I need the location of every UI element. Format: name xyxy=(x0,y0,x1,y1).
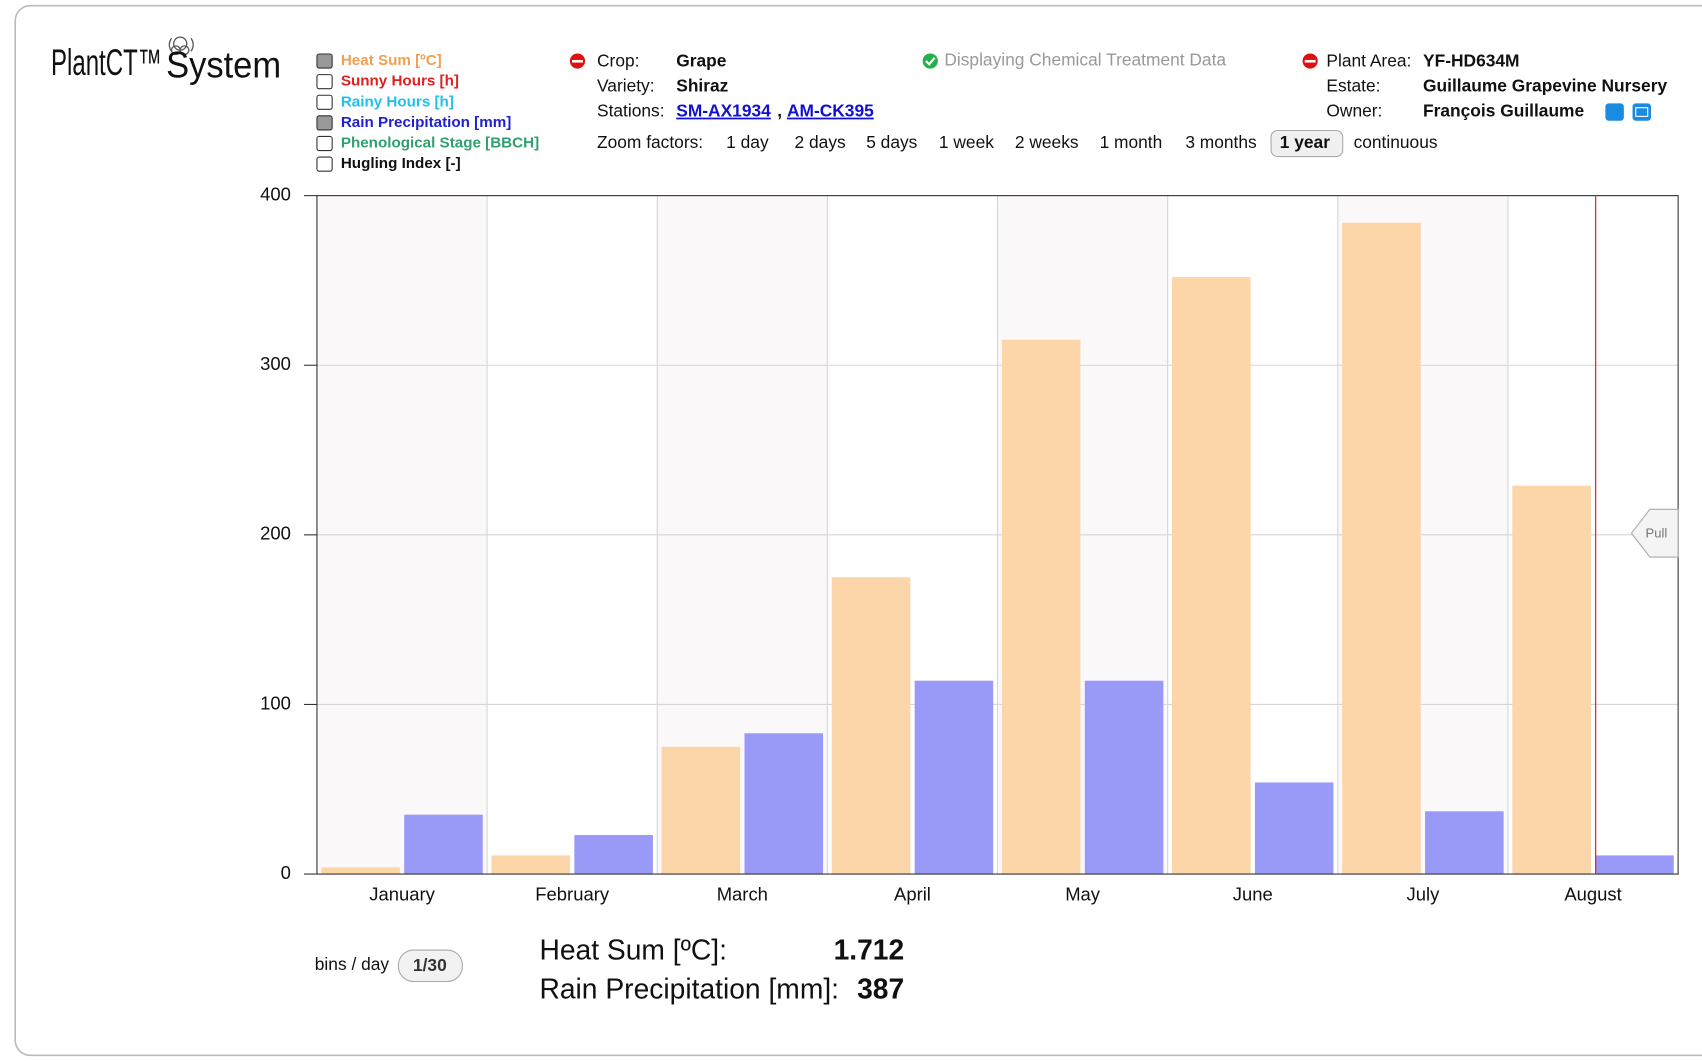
crop-value: Grape xyxy=(676,51,727,71)
y-tick-label: 400 xyxy=(260,184,291,205)
station-link[interactable]: SM-AX1934 xyxy=(676,101,771,121)
bar xyxy=(1342,222,1421,875)
zoom-selected xyxy=(1270,129,1344,158)
legend-checkbox[interactable] xyxy=(316,74,333,90)
x-tick-label: March xyxy=(717,884,768,905)
bar xyxy=(1172,277,1251,875)
x-tick-label: February xyxy=(535,884,610,905)
remove-icon-bar xyxy=(572,59,583,63)
bar xyxy=(914,680,994,875)
variety-value: Shiraz xyxy=(676,76,728,96)
bar xyxy=(831,577,911,875)
station-link[interactable]: AM-CK395 xyxy=(787,101,874,121)
zoom-option[interactable]: 1 week xyxy=(939,132,994,152)
pull-tab[interactable] xyxy=(1630,508,1679,558)
separator: , xyxy=(777,101,782,121)
legend-checkbox[interactable] xyxy=(316,115,333,131)
bar xyxy=(661,746,741,875)
zoom-option[interactable]: 1 month xyxy=(1100,132,1163,152)
owner-label: Owner: xyxy=(1326,101,1382,121)
legend-label: Sunny Hours [h] xyxy=(341,73,459,90)
estate-value: Guillaume Grapevine Nursery xyxy=(1423,76,1667,96)
x-tick-label: June xyxy=(1233,884,1273,905)
estate-label: Estate: xyxy=(1326,76,1380,96)
zoom-option[interactable]: 1 day xyxy=(726,132,769,152)
bar xyxy=(1084,680,1164,875)
owner-value: François Guillaume xyxy=(1423,101,1584,121)
legend-checkbox[interactable] xyxy=(316,135,333,152)
legend-checkbox[interactable] xyxy=(316,53,333,69)
bins-label: bins / day xyxy=(315,954,390,974)
logo-left: PlantCT™ xyxy=(51,42,162,83)
summary-label: Heat Sum [ºC]: xyxy=(539,934,727,966)
bar xyxy=(574,835,653,875)
summary-value: 387 xyxy=(857,973,904,1005)
legend-checkbox[interactable] xyxy=(316,156,333,172)
legend-label: Rain Precipitation [mm] xyxy=(341,114,511,131)
legend-label: Phenological Stage [BBCH] xyxy=(341,135,539,152)
bar xyxy=(491,855,571,875)
plant-area-label: Plant Area: xyxy=(1326,51,1411,71)
bar xyxy=(1512,485,1591,875)
zoom-option[interactable]: 3 months xyxy=(1185,132,1257,152)
zoom-option[interactable]: 1 year xyxy=(1280,132,1330,152)
variety-label: Variety: xyxy=(597,76,655,96)
y-tick-label: 200 xyxy=(260,523,291,544)
bar xyxy=(1254,782,1334,875)
zoom-option[interactable]: 2 weeks xyxy=(1015,132,1079,152)
phone-icon[interactable] xyxy=(1605,103,1624,121)
crop-label: Crop: xyxy=(597,51,639,71)
zoom-option[interactable]: 2 days xyxy=(795,132,846,152)
zoom-label: Zoom factors: xyxy=(597,132,703,152)
stations-label: Stations: xyxy=(597,101,665,121)
check-mark xyxy=(925,57,936,66)
zoom-option[interactable]: continuous xyxy=(1354,132,1438,152)
y-tick-label: 100 xyxy=(260,692,291,713)
pull-label: Pull xyxy=(1646,526,1668,541)
notice: Displaying Chemical Treatment Data xyxy=(944,50,1226,70)
bar xyxy=(321,867,400,875)
legend-label: Rainy Hours [h] xyxy=(341,93,454,110)
check-icon xyxy=(922,53,938,69)
mail-glyph xyxy=(1635,107,1649,117)
summary-label: Rain Precipitation [mm]: xyxy=(539,973,839,1005)
bar xyxy=(744,733,824,875)
logo-icon xyxy=(168,36,194,56)
x-tick-label: July xyxy=(1407,884,1441,905)
plant-area-value: YF-HD634M xyxy=(1423,51,1519,71)
x-tick-label: January xyxy=(369,884,435,905)
y-tick-label: 0 xyxy=(281,862,291,883)
bar xyxy=(1425,811,1504,875)
bar xyxy=(1001,339,1081,875)
x-tick-label: April xyxy=(894,884,931,905)
summary-value: 1.712 xyxy=(834,934,905,966)
zoom-option[interactable]: 5 days xyxy=(866,132,917,152)
remove-icon-bar xyxy=(1304,59,1316,63)
x-tick-label: August xyxy=(1564,884,1621,905)
bar xyxy=(404,814,483,875)
bins-button[interactable] xyxy=(397,949,463,983)
x-tick-label: May xyxy=(1065,884,1101,905)
bar xyxy=(1595,855,1674,875)
bins-value: 1/30 xyxy=(413,955,447,975)
y-tick-label: 300 xyxy=(260,353,291,374)
legend-label: Heat Sum [ºC] xyxy=(341,52,442,69)
chart: 0 100 200 300 400 January February March April Ma… xyxy=(260,184,1679,905)
legend-label: Hugling Index [-] xyxy=(341,155,461,172)
logo-right: System xyxy=(166,44,281,85)
legend-checkbox[interactable] xyxy=(316,94,333,110)
